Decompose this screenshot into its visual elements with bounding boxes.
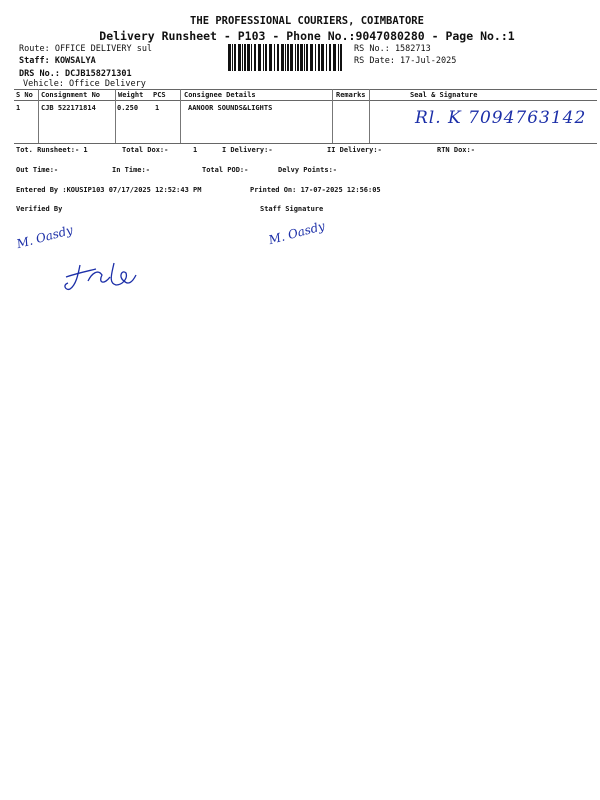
barcode-bar: [340, 44, 342, 71]
verified-signature: M. Oasdy: [15, 222, 75, 252]
barcode-bar: [254, 44, 256, 71]
barcode-bar: [287, 44, 289, 71]
barcode-bar: [300, 44, 303, 71]
route: Route: OFFICE DELIVERY sul: [19, 44, 153, 54]
barcode-bar: [238, 44, 241, 71]
barcode-bar: [251, 44, 252, 71]
barcode-bar: [304, 44, 305, 71]
barcode-bar: [232, 44, 233, 71]
verified-by-label: Verified By: [16, 205, 63, 213]
barcode-bar: [281, 44, 284, 71]
col-pcs: PCS: [153, 91, 166, 99]
col-sno: S No: [16, 91, 33, 99]
runsheet-subtitle: Delivery Runsheet - P103 - Phone No.:904…: [99, 29, 515, 43]
initials-scribble: [64, 262, 137, 291]
barcode-bar: [315, 44, 316, 71]
rtn-dox: RTN Dox:-: [437, 146, 475, 154]
barcode-bar: [244, 44, 246, 71]
company-title: THE PROFESSIONAL COURIERS, COIMBATORE: [190, 15, 424, 27]
barcode-bar: [234, 44, 236, 71]
barcode-bar: [277, 44, 279, 71]
barcode-bar: [242, 44, 243, 71]
staff-signature: M. Oasdy: [267, 218, 327, 248]
in-time: In Time:-: [112, 166, 150, 174]
total-dox-value: 1: [193, 146, 198, 154]
barcode-bar: [295, 44, 296, 71]
barcode-bar: [297, 44, 299, 71]
vehicle: Vehicle: Office Delivery: [23, 79, 146, 89]
col-consignment: Consignment No: [41, 91, 101, 99]
barcode-bar: [321, 44, 324, 71]
barcode-bar: [274, 44, 275, 71]
printed-on: Printed On: 17-07-2025 12:56:05: [250, 186, 381, 194]
barcode-bar: [258, 44, 261, 71]
barcode: [228, 44, 342, 71]
ii-delivery: II Delivery:-: [327, 146, 382, 154]
barcode-bar: [228, 44, 231, 71]
staff-signature-label: Staff Signature: [260, 205, 324, 213]
barcode-bar: [306, 44, 308, 71]
drs-no: DRS No.: DCJB158271301: [19, 69, 132, 79]
barcode-bar: [326, 44, 327, 71]
i-delivery: I Delivery:-: [222, 146, 273, 154]
tot-runsheet: Tot. Runsheet:- 1: [16, 146, 88, 154]
cell-weight: 0.250: [117, 104, 139, 112]
cell-consignee: AANOOR SOUNDS&LIGHTS: [188, 104, 273, 112]
barcode-bar: [333, 44, 336, 71]
receiver-signature: Rl. K 7094763142: [415, 108, 587, 128]
barcode-bar: [310, 44, 313, 71]
staff: Staff: KOWSALYA: [19, 56, 96, 66]
col-remarks: Remarks: [336, 91, 366, 99]
col-seal-signature: Seal & Signature: [410, 91, 478, 99]
col-weight: Weight: [118, 91, 144, 99]
barcode-bar: [318, 44, 320, 71]
barcode-bar: [329, 44, 331, 71]
rs-no: RS No.: 1582713: [354, 44, 431, 54]
out-time: Out Time:-: [16, 166, 59, 174]
barcode-bar: [290, 44, 293, 71]
rs-date: RS Date: 17-Jul-2025: [354, 56, 457, 66]
cell-sno: 1: [16, 104, 21, 112]
barcode-bar: [265, 44, 267, 71]
total-dox: Total Dox:-: [122, 146, 169, 154]
col-consignee: Consignee Details: [184, 91, 256, 99]
barcode-bar: [263, 44, 264, 71]
barcode-bar: [285, 44, 286, 71]
cell-pcs: 1: [155, 104, 160, 112]
cell-consignment: CJB 522171814: [41, 104, 96, 112]
barcode-bar: [338, 44, 339, 71]
delvy-points: Delvy Points:-: [278, 166, 338, 174]
entered-by: Entered By :KOUSIP103 07/17/2025 12:52:4…: [16, 186, 202, 194]
barcode-bar: [269, 44, 272, 71]
barcode-bar: [247, 44, 250, 71]
total-pod: Total POD:-: [202, 166, 249, 174]
